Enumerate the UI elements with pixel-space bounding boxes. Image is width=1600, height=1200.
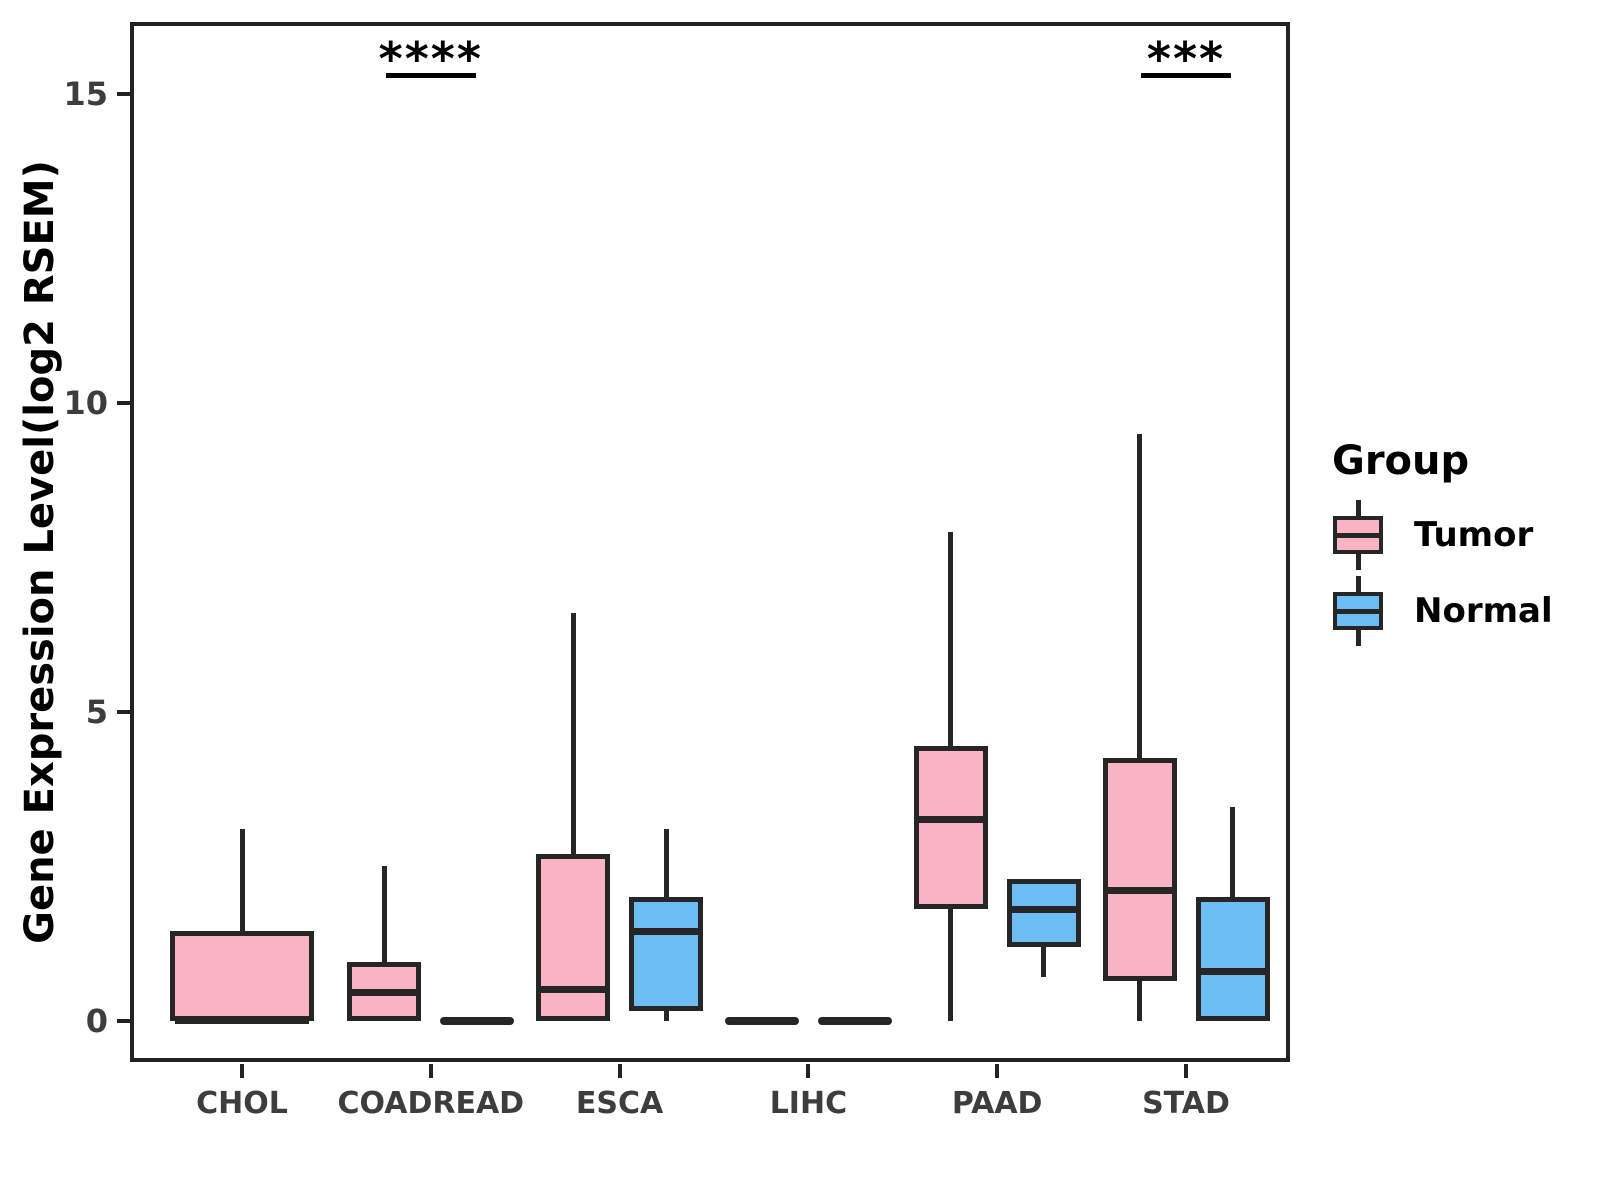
- boxplot-lihc-normal-collapsed-box: [817, 1016, 892, 1025]
- boxplot-key-icon: [1330, 576, 1386, 646]
- x-axis-tick: [617, 1064, 622, 1078]
- significance-bar-stad: [1141, 73, 1231, 78]
- boxplot-esca-normal-box: [629, 897, 704, 1012]
- boxplot-stad-tumor-upper-whisker: [1137, 433, 1142, 759]
- boxplot-esca-normal-lower-whisker: [663, 1011, 669, 1021]
- boxplot-paad-tumor-lower-whisker: [948, 909, 954, 1021]
- y-axis-tick-label: 15: [63, 74, 108, 113]
- key-median-line: [1333, 609, 1383, 614]
- boxplot-paad-tumor-median: [918, 816, 983, 824]
- boxplot-stad-tumor-lower-whisker: [1137, 980, 1142, 1021]
- y-axis-tick: [117, 91, 130, 96]
- boxplot-lihc-tumor-collapsed-box: [724, 1016, 799, 1025]
- y-axis-title: Gene Expression Level(log2 RSEM): [17, 160, 63, 944]
- x-axis-category-label: ESCA: [575, 1086, 664, 1121]
- significance-bar-coadread: [385, 73, 476, 78]
- x-axis-tick: [806, 1064, 811, 1078]
- boxplot-paad-tumor-box: [913, 745, 988, 910]
- x-axis-category-label: COADREAD: [337, 1086, 525, 1121]
- boxplot-esca-normal-median: [634, 927, 699, 935]
- legend-label-tumor: Tumor: [1414, 515, 1534, 555]
- boxplot-esca-tumor-median: [541, 986, 606, 994]
- y-axis-tick: [117, 400, 130, 405]
- boxplot-coadread-normal-collapsed-box: [440, 1016, 515, 1025]
- boxplot-paad-normal-lower-whisker: [1041, 946, 1047, 978]
- boxplot-chol-tumor-box: [170, 931, 314, 1021]
- key-median-line: [1333, 533, 1383, 538]
- boxplot-stad-tumor-box: [1102, 758, 1177, 981]
- y-axis-tick: [117, 1018, 130, 1023]
- boxplot-esca-tumor-upper-whisker: [570, 612, 576, 854]
- boxplot-chol-tumor-median: [175, 1017, 309, 1025]
- boxplot-chol-tumor-upper-whisker: [239, 829, 245, 932]
- legend-item-normal: Normal: [1330, 576, 1590, 646]
- legend: Group Tumor Normal: [1330, 438, 1590, 652]
- legend-title: Group: [1332, 438, 1470, 484]
- boxplot-coadread-tumor-upper-whisker: [381, 866, 387, 962]
- plot-panel: [130, 22, 1290, 1062]
- x-axis-category-label: CHOL: [196, 1086, 288, 1121]
- y-axis-tick-label: 10: [63, 383, 108, 422]
- y-axis-tick-label: 0: [85, 1001, 108, 1040]
- legend-label-normal: Normal: [1414, 591, 1553, 631]
- y-axis-tick: [117, 709, 130, 714]
- boxplot-key-icon: [1330, 500, 1386, 570]
- boxplot-paad-normal-median: [1011, 905, 1076, 913]
- x-axis-tick: [240, 1064, 244, 1078]
- boxplot-stad-normal-upper-whisker: [1230, 807, 1235, 898]
- legend-item-tumor: Tumor: [1330, 500, 1590, 570]
- legend-items: Tumor Normal: [1330, 500, 1590, 646]
- x-axis-category-label: STAD: [1142, 1086, 1230, 1121]
- x-axis-category-label: PAAD: [951, 1086, 1043, 1121]
- boxplot-stad-normal-box: [1195, 897, 1270, 1021]
- boxplot-esca-normal-upper-whisker: [663, 829, 669, 898]
- x-axis-tick: [1184, 1064, 1188, 1078]
- x-axis-category-label: LIHC: [769, 1086, 848, 1121]
- boxplot-stad-normal-median: [1200, 967, 1265, 975]
- x-axis-tick: [428, 1064, 433, 1078]
- y-axis-tick-label: 5: [85, 692, 108, 731]
- boxplot-paad-tumor-upper-whisker: [948, 532, 954, 746]
- boxplot-esca-tumor-box: [536, 853, 611, 1021]
- boxplot-stad-tumor-median: [1107, 887, 1172, 895]
- x-axis-tick: [995, 1064, 1000, 1078]
- boxplot-coadread-tumor-median: [352, 989, 417, 997]
